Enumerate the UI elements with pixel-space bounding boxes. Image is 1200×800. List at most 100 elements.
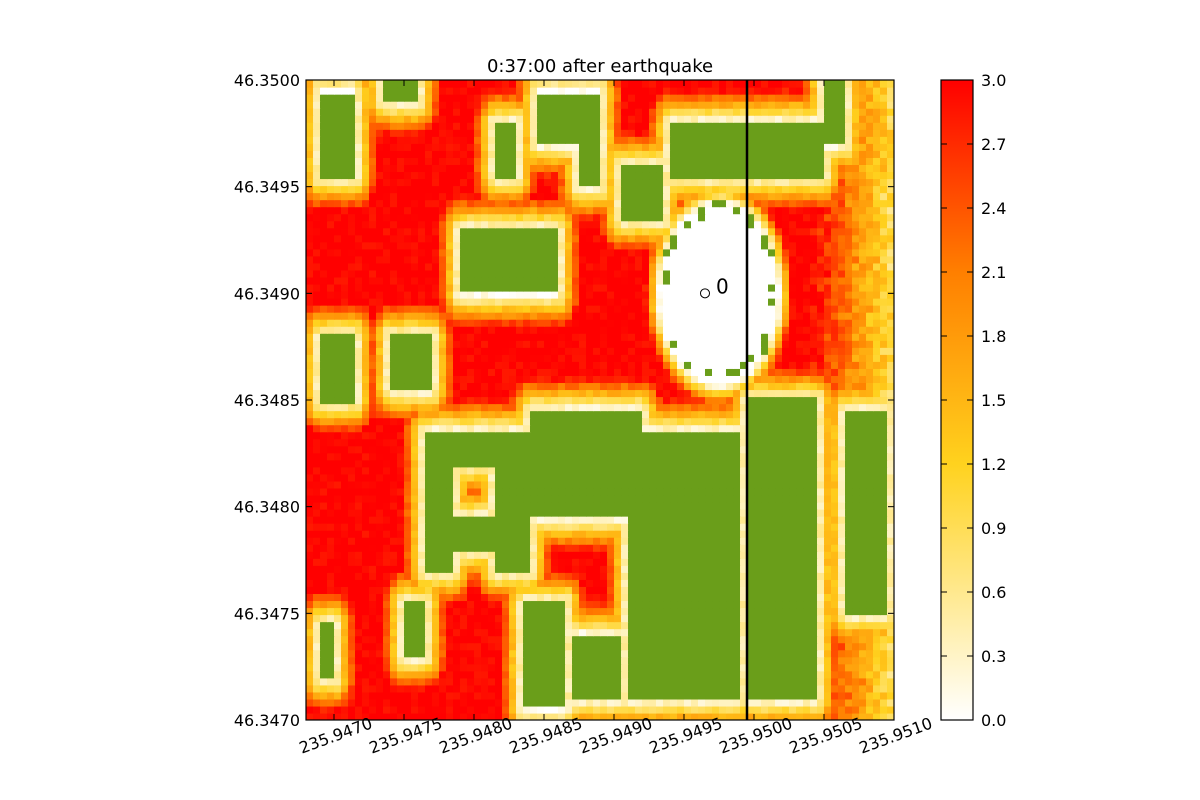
heatmap-cell [684,424,692,433]
heatmap-cell [852,600,860,609]
heatmap-cell [369,431,377,440]
heatmap-cell [726,319,734,327]
heatmap-cell [327,326,335,334]
heatmap-cell [782,347,790,355]
heatmap-cell [537,417,545,426]
heatmap-cell [474,403,482,412]
heatmap-cell [614,319,622,327]
heatmap-cell [453,396,461,405]
heatmap-cell [782,361,790,369]
heatmap-cell [712,691,720,700]
heatmap-cell [838,396,846,405]
heatmap-cell [747,431,755,440]
heatmap-cell [845,501,853,510]
heatmap-cell [404,663,412,672]
heatmap-cell [341,684,349,693]
heatmap-cell [698,466,706,475]
heatmap-cell [656,551,664,559]
heatmap-cell [859,312,867,320]
heatmap-cell [775,642,783,651]
heatmap-cell [691,670,699,679]
heatmap-cell [586,494,594,503]
heatmap-cell [649,382,657,391]
heatmap-cell [544,509,552,517]
heatmap-cell [831,305,839,313]
heatmap-cell [432,347,440,355]
heatmap-cell [824,621,832,630]
heatmap-cell [733,523,741,531]
heatmap-cell [824,347,832,355]
heatmap-cell [859,670,867,679]
heatmap-cell [656,691,664,700]
heatmap-cell [845,642,853,651]
heatmap-cell [551,445,559,454]
heatmap-cell [565,663,573,672]
heatmap-cell [348,649,356,658]
heatmap-cell [341,340,349,348]
heatmap-cell [565,558,573,566]
heatmap-cell [544,670,552,679]
heatmap-cell [558,509,566,517]
heatmap-cell [509,635,517,644]
heatmap-cell [474,614,482,623]
heatmap-cell [474,452,482,461]
heatmap-cell [425,389,433,398]
heatmap-cell [663,494,671,503]
heatmap-cell [670,656,678,665]
heatmap-cell [817,565,825,573]
heatmap-cell [537,438,545,447]
heatmap-cell [747,635,755,644]
heatmap-cell [747,424,755,433]
heatmap-cell [754,501,762,510]
heatmap-cell [873,347,881,355]
heatmap-cell [586,642,594,651]
heatmap-cell [719,389,727,398]
heatmap-cell [523,354,531,362]
heatmap-cell [327,298,335,306]
heatmap-cell [362,361,370,369]
heatmap-cell [572,494,580,503]
heatmap-cell [754,544,762,552]
heatmap-cell [418,642,426,651]
heatmap-cell [362,389,370,398]
heatmap-cell [642,551,650,559]
heatmap-cell [740,361,748,369]
heatmap-cell [460,656,468,665]
heatmap-cell [453,326,461,334]
heatmap-cell [831,473,839,482]
heatmap-cell [663,445,671,454]
heatmap-cell [474,572,482,580]
heatmap-cell [369,607,377,616]
heatmap-cell [544,319,552,327]
heatmap-cell [614,663,622,672]
heatmap-cell [502,698,510,707]
heatmap-cell [635,466,643,475]
heatmap-cell [320,340,328,348]
heatmap-cell [719,712,727,720]
heatmap-cell [446,642,454,651]
heatmap-cell [586,537,594,545]
heatmap-cell [873,424,881,433]
heatmap-cell [488,361,496,369]
heatmap-cell [761,649,769,658]
heatmap-cell [488,298,496,306]
heatmap-cell [824,396,832,405]
heatmap-cell [670,382,678,391]
heatmap-cell [789,326,797,334]
heatmap-cell [495,565,503,573]
heatmap-cell [488,579,496,587]
heatmap-cell [327,417,335,426]
heatmap-cell [635,712,643,720]
heatmap-cell [873,635,881,644]
heatmap-cell [712,396,720,405]
heatmap-cell [677,614,685,623]
heatmap-cell [348,579,356,587]
heatmap-cell [467,593,475,602]
heatmap-cell [579,649,587,658]
heatmap-cell [880,614,888,623]
heatmap-cell [719,698,727,707]
heatmap-cell [817,326,825,334]
heatmap-cell [838,572,846,580]
heatmap-cell [817,459,825,468]
heatmap-cell [565,424,573,433]
